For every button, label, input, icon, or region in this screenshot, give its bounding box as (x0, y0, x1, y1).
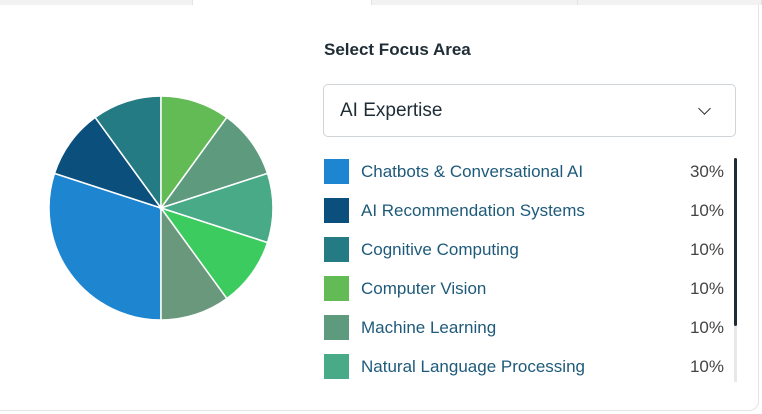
legend-label: Chatbots & Conversational AI (361, 161, 584, 181)
legend-swatch (324, 198, 349, 223)
legend-item[interactable]: Natural Language Processing 10% (324, 347, 724, 382)
legend-item[interactable]: Cognitive Computing 10% (324, 230, 724, 269)
legend-swatch (324, 237, 349, 262)
legend-list: Chatbots & Conversational AI 30% AI Recomm… (324, 152, 724, 382)
legend-percent: 10% (689, 356, 724, 376)
legend-label: Machine Learning (361, 317, 497, 337)
section-title: Select Focus Area (324, 40, 471, 59)
legend-swatch (324, 276, 349, 301)
legend-item[interactable]: Computer Vision 10% (324, 269, 724, 308)
legend-swatch (324, 354, 349, 379)
chevron-down-icon (698, 101, 711, 115)
legend-scrollbar[interactable] (734, 158, 737, 382)
legend-percent: 30% (689, 161, 724, 181)
legend-label: Cognitive Computing (361, 239, 519, 259)
legend-percent: 10% (689, 317, 724, 337)
legend-item[interactable]: AI Recommendation Systems 10% (324, 191, 724, 230)
select-value: AI Expertise (340, 99, 443, 121)
legend-label: Computer Vision (361, 278, 487, 298)
pie-slice[interactable] (160, 205, 228, 321)
legend-label: AI Recommendation Systems (361, 200, 585, 220)
legend-label: Natural Language Processing (361, 356, 585, 376)
scrollbar-thumb[interactable] (734, 158, 737, 326)
legend-swatch (324, 159, 349, 184)
focus-area-select[interactable]: AI Expertise (323, 84, 736, 137)
legend-percent: 10% (689, 239, 724, 259)
legend-item[interactable]: Machine Learning 10% (324, 308, 724, 347)
legend-swatch (324, 315, 349, 340)
legend-percent: 10% (689, 278, 724, 298)
tab-3[interactable] (372, 0, 578, 5)
pie-chart (48, 95, 274, 321)
card (0, 5, 759, 411)
tab-2-active[interactable] (193, 0, 372, 5)
legend-percent: 10% (689, 200, 724, 220)
legend-item[interactable]: Chatbots & Conversational AI 30% (324, 152, 724, 191)
tab-1[interactable] (0, 0, 193, 5)
pie-slice[interactable] (48, 172, 162, 321)
